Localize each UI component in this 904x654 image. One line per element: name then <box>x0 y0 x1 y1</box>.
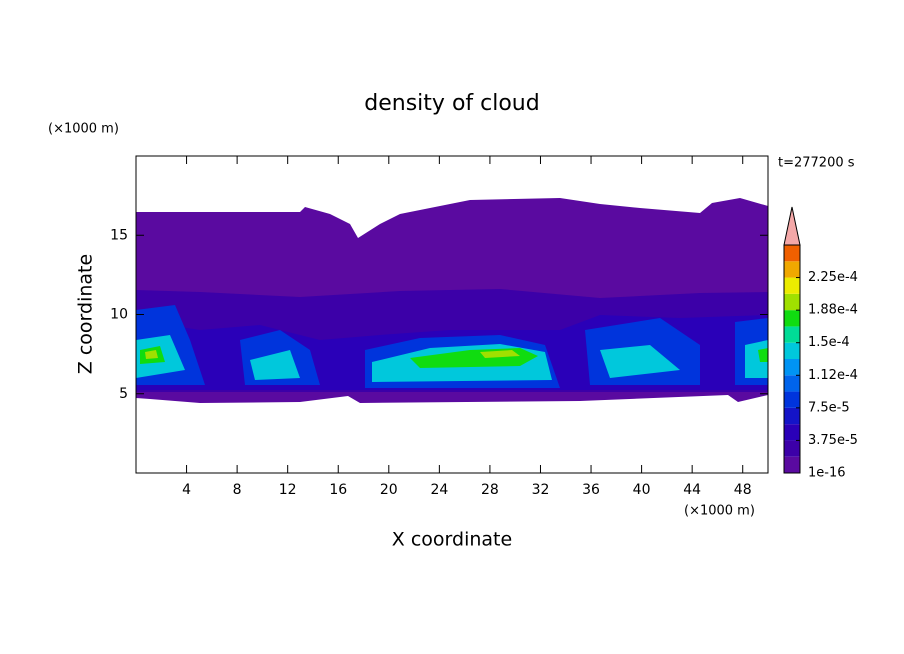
colorbar-band <box>784 424 800 441</box>
colorbar-tick-label: 3.75e-5 <box>808 433 858 448</box>
y-axis-label: Z coordinate <box>75 254 97 374</box>
colorbar-band <box>784 310 800 327</box>
contour-region <box>140 346 768 368</box>
colorbar-band <box>784 440 800 457</box>
colorbar-tick-label: 2.25e-4 <box>808 270 858 285</box>
x-tick-label: 40 <box>633 482 651 498</box>
y-unit: (×1000 m) <box>48 122 119 137</box>
colorbar-band <box>784 293 800 311</box>
x-tick-label: 32 <box>532 482 550 498</box>
colorbar-band <box>784 456 800 473</box>
x-axis-label: X coordinate <box>392 529 512 551</box>
colorbar-extend <box>783 206 801 246</box>
colorbar-band <box>784 245 800 262</box>
x-tick-label: 4 <box>182 482 191 498</box>
chart-title: density of cloud <box>364 91 539 116</box>
contour-field <box>136 198 768 403</box>
colorbar-band <box>784 375 800 392</box>
x-tick-label: 28 <box>481 482 499 498</box>
y-tick-label: 10 <box>110 307 128 323</box>
colorbar-band <box>784 359 800 376</box>
x-tick-label: 24 <box>430 482 448 498</box>
x-tick-label: 16 <box>329 482 347 498</box>
x-tick-label: 48 <box>734 482 752 498</box>
colorbar-band <box>784 342 800 359</box>
colorbar-band <box>784 326 800 343</box>
colorbar-band <box>784 407 800 425</box>
time-label: t=277200 s <box>778 156 855 171</box>
colorbar-tick-label: 1.88e-4 <box>808 303 858 318</box>
colorbar-band <box>784 277 800 294</box>
y-tick-label: 15 <box>110 227 128 243</box>
colorbar-band <box>784 391 800 408</box>
x-tick-label: 8 <box>233 482 242 498</box>
colorbar-tick-label: 1.12e-4 <box>808 368 858 383</box>
x-unit: (×1000 m) <box>684 504 755 519</box>
x-tick-label: 44 <box>683 482 701 498</box>
x-tick-label: 12 <box>279 482 297 498</box>
x-tick-label: 20 <box>380 482 398 498</box>
y-tick-label: 5 <box>119 386 128 402</box>
colorbar-tick-label: 1.5e-4 <box>808 335 850 350</box>
x-tick-label: 36 <box>582 482 600 498</box>
colorbar-band <box>784 261 800 278</box>
colorbar-tick-label: 1e-16 <box>808 466 846 481</box>
colorbar-frame <box>783 244 801 474</box>
colorbar-tick-label: 7.5e-5 <box>808 400 850 415</box>
